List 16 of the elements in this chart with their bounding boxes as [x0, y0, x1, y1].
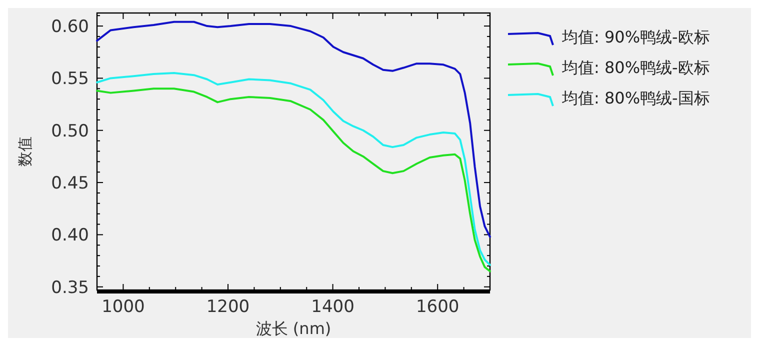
legend-label: 均值: 80%鸭绒-欧标: [561, 58, 710, 78]
y-tick-label: 0.45: [51, 173, 89, 194]
x-tick-label: 1200: [206, 297, 250, 317]
y-tick-label: 0.60: [51, 16, 89, 37]
y-tick-label: 0.55: [51, 69, 89, 90]
y-tick-label: 0.40: [51, 226, 89, 246]
line-series: [96, 20, 491, 238]
legend-label: 均值: 80%鸭绒-国标: [561, 88, 710, 108]
y-tick-label: 0.50: [51, 121, 89, 142]
x-tick-label: 1600: [416, 297, 460, 317]
y-tick-label: 0.35: [51, 278, 89, 298]
x-tick-label: 1000: [102, 297, 145, 317]
y-axis-title: 数值: [16, 136, 34, 166]
x-axis-title: 波长 (nm): [256, 319, 332, 338]
x-tick-label: 1400: [311, 297, 354, 317]
legend-label: 均值: 90%鸭绒-欧标: [561, 28, 710, 47]
